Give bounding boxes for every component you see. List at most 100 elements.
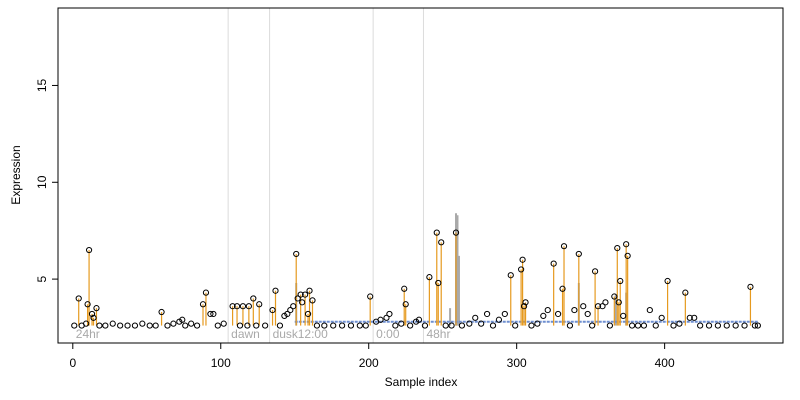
data-point bbox=[670, 322, 677, 329]
data-point bbox=[415, 316, 423, 323]
highlighted-point bbox=[438, 239, 445, 246]
highlighted-point bbox=[594, 303, 602, 310]
region-label-layer: 24hr dawn dusk 12:00 0:00 48hr bbox=[76, 327, 451, 341]
highlighted-point bbox=[202, 289, 210, 296]
highlighted-point bbox=[519, 256, 526, 263]
x-tick-label: 300 bbox=[507, 356, 527, 370]
highlighted-point bbox=[158, 308, 165, 316]
data-point bbox=[287, 306, 294, 314]
region-label: dusk bbox=[273, 327, 299, 341]
highlighted-point bbox=[367, 293, 374, 300]
data-point bbox=[528, 322, 535, 329]
highlighted-point bbox=[293, 250, 300, 258]
highlighted-point bbox=[615, 299, 622, 306]
data-point bbox=[179, 316, 186, 323]
data-point bbox=[544, 306, 551, 314]
data-point bbox=[164, 322, 171, 329]
data-point bbox=[686, 314, 693, 321]
data-point bbox=[483, 310, 491, 318]
y-tick-label: 5 bbox=[35, 275, 49, 282]
data-point bbox=[398, 320, 405, 327]
highlighted-point bbox=[623, 241, 630, 248]
y-axis-title: Expression bbox=[9, 145, 23, 204]
data-point bbox=[210, 310, 217, 318]
data-point bbox=[131, 322, 139, 329]
y-tick-label: 15 bbox=[35, 78, 49, 92]
highlighted-point bbox=[269, 306, 276, 314]
highlighted-point bbox=[433, 229, 440, 236]
data-point bbox=[290, 303, 297, 310]
data-point bbox=[220, 320, 227, 327]
region-label: 12:00 bbox=[298, 327, 328, 341]
data-point bbox=[640, 322, 648, 329]
data-point bbox=[188, 320, 195, 327]
data-point bbox=[442, 322, 449, 329]
highlighted-point bbox=[559, 285, 566, 292]
data-point bbox=[705, 322, 713, 329]
plot-frame bbox=[57, 7, 784, 344]
data-point bbox=[117, 322, 124, 329]
data-point bbox=[109, 320, 116, 327]
highlighted-point bbox=[93, 305, 100, 312]
data-point bbox=[392, 322, 399, 329]
highlighted-point bbox=[84, 301, 91, 308]
data-point bbox=[676, 320, 683, 327]
data-point bbox=[244, 322, 251, 329]
data-point bbox=[714, 322, 721, 329]
highlighted-point bbox=[747, 283, 754, 290]
data-point bbox=[152, 322, 159, 329]
data-point bbox=[458, 322, 466, 329]
data-point bbox=[377, 316, 384, 323]
highlighted-point bbox=[239, 303, 247, 310]
data-point bbox=[466, 320, 473, 327]
data-point bbox=[321, 322, 328, 329]
highlighted-point bbox=[199, 301, 207, 308]
data-point bbox=[741, 322, 748, 329]
data-point bbox=[407, 322, 414, 329]
highlighted-point bbox=[233, 303, 241, 310]
region-label: dawn bbox=[231, 327, 260, 341]
region-lines bbox=[227, 8, 424, 343]
point-layer bbox=[71, 229, 761, 329]
data-point bbox=[299, 299, 306, 306]
region-label: 48hr bbox=[426, 327, 450, 341]
highlighted-point bbox=[229, 303, 236, 310]
data-point bbox=[580, 303, 587, 310]
data-point bbox=[96, 322, 103, 329]
data-point bbox=[723, 322, 730, 329]
highlighted-point bbox=[575, 250, 582, 258]
highlighted-point bbox=[402, 301, 409, 308]
data-point bbox=[606, 322, 613, 329]
x-tick-label: 0 bbox=[69, 356, 76, 370]
data-point bbox=[620, 312, 627, 319]
data-point bbox=[571, 306, 578, 314]
data-point bbox=[182, 322, 189, 329]
data-point bbox=[495, 316, 503, 323]
highlighted-point bbox=[624, 252, 631, 259]
data-point bbox=[501, 310, 508, 318]
axis-layer: 0 100 200 300 400 5 10 15 bbox=[35, 7, 784, 370]
data-point bbox=[102, 322, 109, 329]
data-point bbox=[599, 303, 606, 310]
highlighted-point bbox=[306, 287, 313, 294]
data-point bbox=[338, 322, 346, 329]
data-point bbox=[276, 322, 284, 329]
data-point bbox=[634, 322, 642, 329]
highlighted-point bbox=[309, 297, 316, 304]
data-point bbox=[448, 322, 455, 329]
highlighted-point bbox=[245, 303, 252, 310]
data-point bbox=[754, 322, 761, 329]
highlighted-point bbox=[550, 260, 557, 267]
data-point bbox=[512, 322, 519, 329]
highlighted-point bbox=[304, 310, 312, 318]
data-point bbox=[732, 322, 739, 329]
y-tick-label: 10 bbox=[35, 175, 49, 189]
data-point bbox=[139, 320, 146, 327]
data-point bbox=[652, 322, 659, 329]
highlighted-point bbox=[614, 245, 621, 252]
data-point bbox=[751, 322, 758, 329]
data-point bbox=[555, 310, 562, 318]
data-point bbox=[284, 310, 291, 318]
